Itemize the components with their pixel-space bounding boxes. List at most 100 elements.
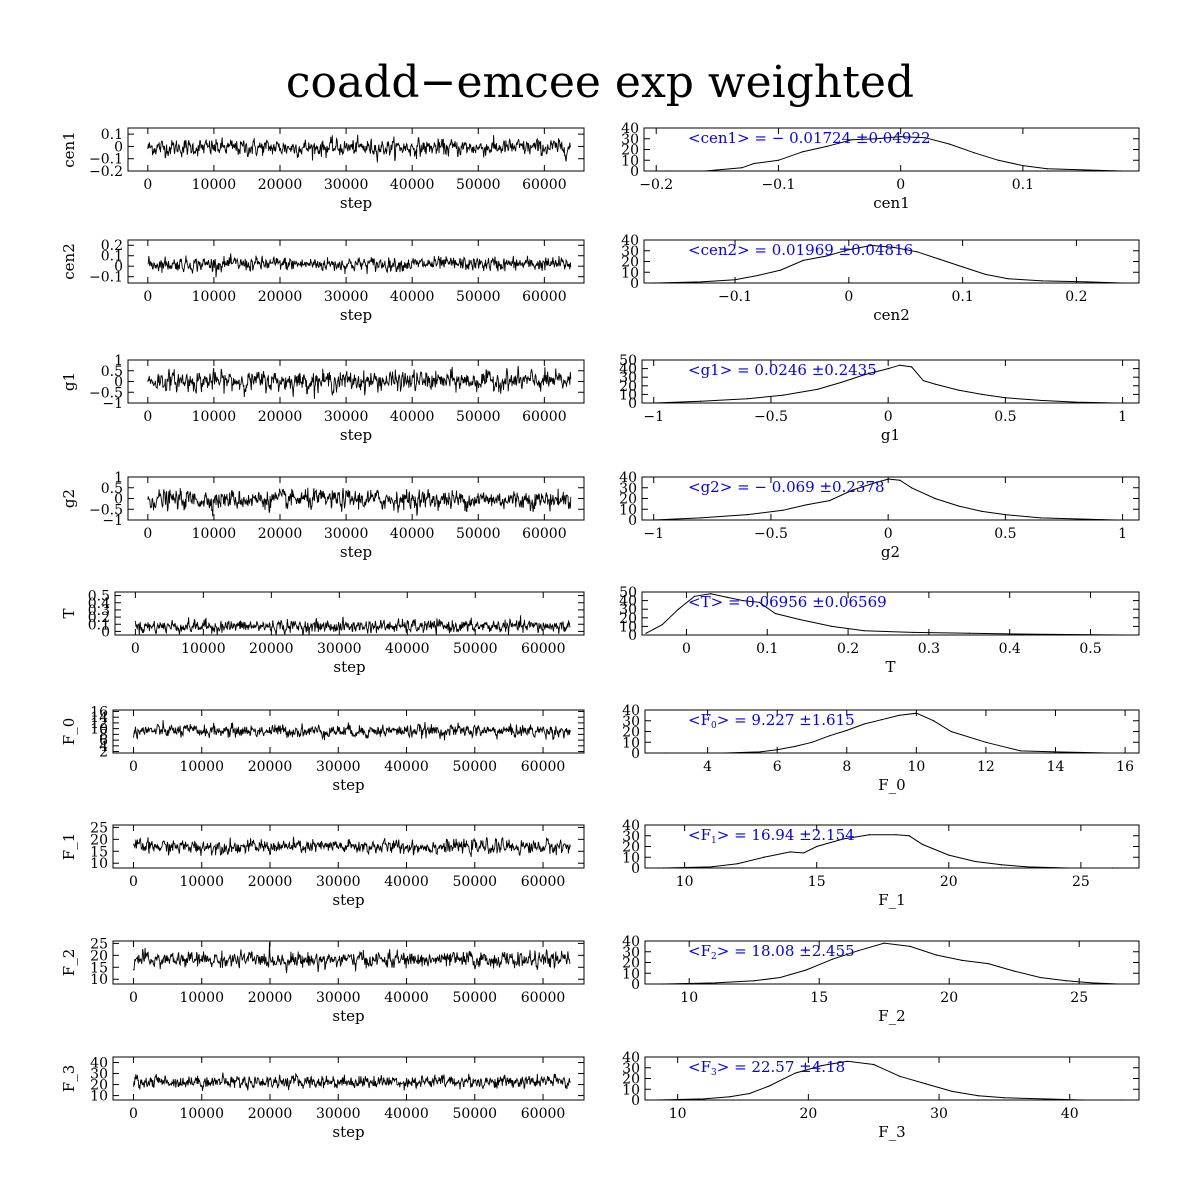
x-tick-label: 0 [129, 759, 138, 775]
y-tick-label: 4 [99, 739, 108, 755]
x-tick-label: 0.1 [756, 641, 778, 657]
x-axis-label: g2 [881, 543, 900, 561]
y-tick-label: 10 [621, 265, 639, 281]
histogram-point [831, 958, 833, 960]
y-tick-label: 0 [631, 977, 640, 993]
y-tick-label: 10 [619, 387, 637, 403]
y-tick-label: 50 [619, 353, 637, 369]
x-axis-label: F_1 [878, 891, 905, 909]
histogram-point [1067, 867, 1069, 869]
x-axis-label: step [340, 426, 372, 444]
y-tick-label: 1 [114, 353, 123, 369]
x-tick-label: −0.5 [754, 526, 788, 542]
y-tick-label: 30 [90, 1067, 108, 1083]
histogram-point [1020, 750, 1022, 752]
x-tick-label: 0.5 [994, 409, 1016, 425]
trace-axes-frame [114, 591, 585, 636]
x-axis-label: F_3 [878, 1123, 905, 1141]
histogram-point [734, 279, 736, 281]
y-axis-label: cen2 [60, 243, 78, 279]
y-tick-label: 30 [622, 945, 640, 961]
histogram-point [1003, 1097, 1005, 1099]
histogram-point [825, 255, 827, 257]
histogram-point [667, 170, 670, 172]
trace-panel-T: 0 10000 20000 30000 40000 50000 6000000.10.20.… [60, 589, 585, 676]
x-axis-label: cen1 [873, 194, 909, 212]
histogram-point [1121, 282, 1123, 284]
y-tick-label: 40 [622, 934, 640, 950]
histogram-point [1111, 867, 1114, 869]
histogram-point [857, 950, 859, 952]
histogram-point [759, 751, 761, 753]
y-tick-label: 0.1 [101, 249, 123, 265]
x-tick-label: 30000 [317, 641, 362, 657]
y-tick-label: 10 [90, 1089, 108, 1105]
y-tick-label: −0.5 [89, 502, 123, 518]
x-tick-label: 30000 [316, 759, 361, 775]
annotation-error: 1.615 [812, 711, 855, 729]
x-axis-label: step [340, 194, 372, 212]
x-tick-label: 50000 [456, 289, 501, 305]
y-tick-label: 30 [621, 244, 639, 260]
histogram-point [793, 745, 796, 748]
x-tick-label: 60000 [522, 289, 567, 305]
y-tick-label: 40 [621, 121, 639, 137]
histogram-point [758, 601, 760, 603]
x-axis-label: step [340, 543, 372, 561]
x-tick-label: 40000 [390, 409, 435, 425]
histogram-point [900, 136, 902, 138]
x-tick-label: 10000 [192, 409, 237, 425]
histogram-point [957, 389, 960, 391]
histogram-point [873, 1063, 875, 1066]
histogram-point [1039, 399, 1042, 402]
x-tick-label: 60000 [522, 177, 567, 193]
y-tick-label: 0.2 [101, 238, 123, 254]
histogram-point [703, 1098, 705, 1100]
x-tick-label: 60000 [522, 409, 567, 425]
x-tick-label: 20 [799, 1106, 817, 1122]
x-tick-label: 10000 [192, 177, 237, 193]
histogram-point [693, 595, 696, 597]
x-tick-label: 0.1 [951, 289, 973, 305]
x-tick-label: 40000 [384, 759, 429, 775]
histogram-line-g1 [653, 364, 1116, 404]
x-tick-label: 20000 [248, 874, 293, 890]
histogram-point [826, 145, 828, 147]
histogram-point [846, 1060, 849, 1062]
annotation-error: 4.18 [812, 1058, 845, 1076]
histogram-point [948, 854, 950, 856]
x-tick-label: 0.3 [918, 641, 940, 657]
x-tick-label: 1 [1118, 409, 1127, 425]
mean-annotation: <g1> = 0.0246 ±0.2435 [688, 361, 877, 379]
histogram-line-cen1 [668, 136, 1121, 172]
x-tick-label: 25 [1072, 874, 1090, 890]
histogram-point [875, 138, 877, 140]
histogram-point [802, 151, 804, 153]
x-tick-label: 0 [131, 641, 140, 657]
histogram-line-T [645, 593, 1123, 636]
histogram-point [828, 735, 830, 737]
histogram-point [746, 398, 749, 400]
y-tick-label: −0.1 [89, 152, 123, 168]
y-tick-label: 10 [622, 735, 640, 751]
x-tick-label: 40000 [385, 641, 430, 657]
annotation-mean: 9.227 [751, 711, 794, 729]
x-tick-label: 10000 [192, 526, 237, 542]
y-tick-label: 10 [622, 850, 640, 866]
y-tick-label: −1 [102, 396, 123, 412]
x-tick-label: 30000 [316, 990, 361, 1006]
y-tick-label: 2 [99, 745, 108, 761]
histogram-point [1046, 168, 1048, 170]
x-tick-label: 50000 [453, 990, 498, 1006]
histogram-point [1122, 634, 1124, 636]
x-tick-label: 20 [940, 990, 958, 1006]
x-tick-label: 12 [977, 759, 995, 775]
trace-axes-frame [127, 239, 585, 284]
x-axis-label: step [340, 306, 372, 324]
histogram-point [1065, 980, 1067, 982]
histogram-point [1027, 866, 1029, 868]
y-tick-label: 10 [622, 1082, 640, 1098]
annotation-symbol: F [701, 1058, 711, 1076]
